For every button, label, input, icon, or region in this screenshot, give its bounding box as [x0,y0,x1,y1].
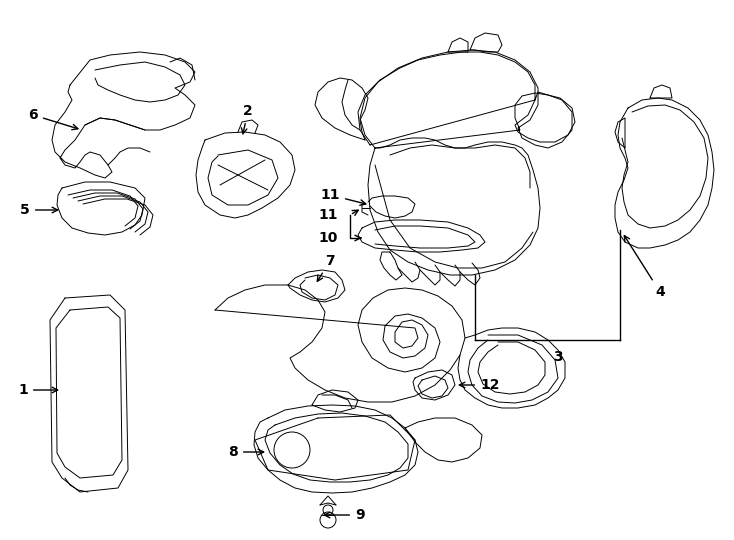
Text: 2: 2 [241,104,253,134]
Text: 6: 6 [29,108,78,130]
Text: 9: 9 [324,508,365,522]
Text: 7: 7 [317,254,335,281]
Text: 11: 11 [319,208,338,222]
Text: 11: 11 [321,188,366,205]
Text: 10: 10 [319,231,338,245]
Text: 1: 1 [18,383,58,397]
Text: 12: 12 [459,378,500,392]
Text: 4: 4 [625,235,665,299]
Text: 5: 5 [21,203,58,217]
Text: 3: 3 [553,350,563,364]
Text: 8: 8 [228,445,264,459]
